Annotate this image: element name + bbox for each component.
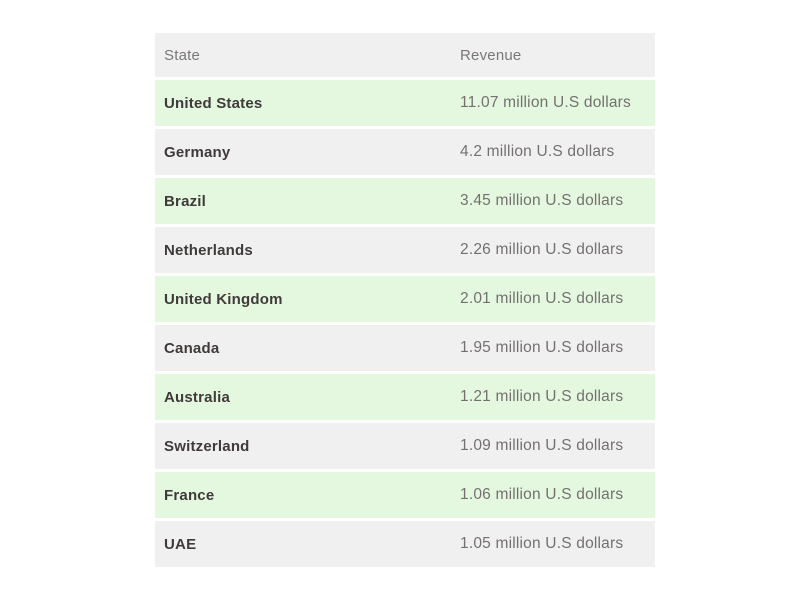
state-cell: Australia bbox=[164, 388, 230, 406]
column-header-state: State bbox=[164, 46, 201, 64]
state-cell: Brazil bbox=[164, 192, 207, 210]
table-row: United States 11.07 million U.S dollars bbox=[155, 80, 655, 126]
table-row: Brazil 3.45 million U.S dollars bbox=[155, 178, 655, 224]
state-cell: United Kingdom bbox=[164, 290, 283, 308]
state-cell: Switzerland bbox=[164, 437, 250, 455]
table-row: Germany 4.2 million U.S dollars bbox=[155, 129, 655, 175]
revenue-cell: 3.45 million U.S dollars bbox=[460, 192, 624, 209]
state-cell: France bbox=[164, 486, 215, 504]
table-row: Netherlands 2.26 million U.S dollars bbox=[155, 227, 655, 273]
column-header-revenue: Revenue bbox=[460, 46, 522, 64]
revenue-cell: 11.07 million U.S dollars bbox=[460, 94, 631, 111]
table-row: Australia 1.21 million U.S dollars bbox=[155, 374, 655, 420]
table-row: UAE 1.05 million U.S dollars bbox=[155, 521, 655, 567]
revenue-by-state-table: State Revenue United States 11.07 millio… bbox=[155, 33, 655, 567]
state-cell: United States bbox=[164, 94, 263, 112]
revenue-cell: 1.06 million U.S dollars bbox=[460, 486, 624, 503]
revenue-cell: 1.21 million U.S dollars bbox=[460, 388, 624, 405]
state-cell: Netherlands bbox=[164, 241, 253, 259]
revenue-cell: 1.95 million U.S dollars bbox=[460, 339, 624, 356]
table-row: France 1.06 million U.S dollars bbox=[155, 472, 655, 518]
revenue-cell: 4.2 million U.S dollars bbox=[460, 143, 615, 160]
table-row: United Kingdom 2.01 million U.S dollars bbox=[155, 276, 655, 322]
state-cell: Canada bbox=[164, 339, 220, 357]
revenue-cell: 2.26 million U.S dollars bbox=[460, 241, 624, 258]
table-row: Canada 1.95 million U.S dollars bbox=[155, 325, 655, 371]
table-header-row: State Revenue bbox=[155, 33, 655, 77]
state-cell: UAE bbox=[164, 535, 197, 553]
table-row: Switzerland 1.09 million U.S dollars bbox=[155, 423, 655, 469]
state-cell: Germany bbox=[164, 143, 231, 161]
revenue-cell: 2.01 million U.S dollars bbox=[460, 290, 624, 307]
revenue-cell: 1.09 million U.S dollars bbox=[460, 437, 624, 454]
revenue-cell: 1.05 million U.S dollars bbox=[460, 535, 624, 552]
